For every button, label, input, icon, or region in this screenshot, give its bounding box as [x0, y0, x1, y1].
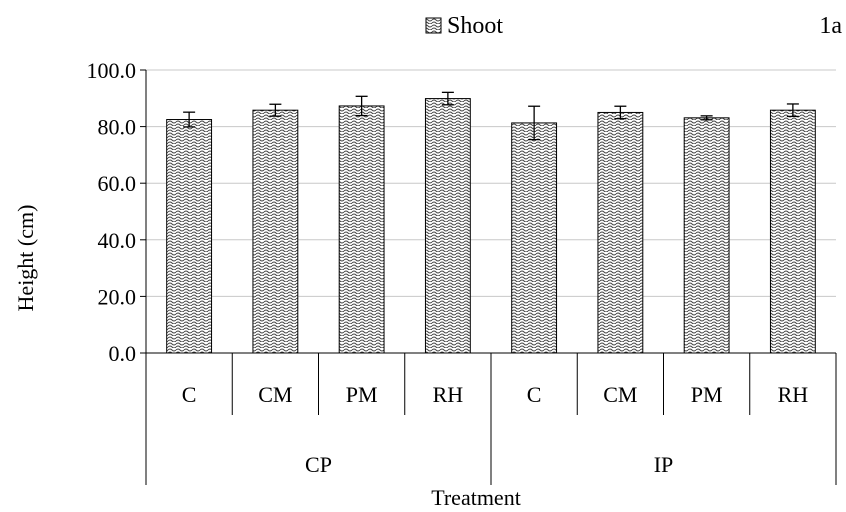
bar	[166, 119, 213, 354]
bar	[424, 98, 471, 354]
group-label: CP	[305, 452, 332, 477]
group-label: IP	[654, 452, 674, 477]
y-tick-label: 60.0	[98, 171, 137, 196]
bar	[338, 105, 385, 354]
x-tick-label: CM	[258, 382, 292, 407]
legend: Shoot	[425, 13, 503, 39]
x-tick-label: C	[182, 382, 197, 407]
bar	[252, 109, 299, 354]
gridlines	[146, 69, 836, 297]
bars	[166, 91, 816, 354]
bar	[511, 122, 558, 354]
bar	[683, 117, 730, 354]
x-tick-label: PM	[346, 382, 378, 407]
y-tick-label: 40.0	[98, 228, 137, 253]
legend-swatch	[425, 17, 442, 34]
x-axis-label: Treatment	[431, 485, 521, 510]
y-tick-label: 100.0	[87, 58, 137, 83]
x-tick-label: CM	[603, 382, 637, 407]
bar	[597, 111, 644, 354]
panel-label: 1a	[819, 13, 842, 39]
x-tick-label: RH	[433, 382, 464, 407]
y-tick-label: 80.0	[98, 115, 137, 140]
y-axis-label: Height (cm)	[13, 205, 38, 312]
legend-label: Shoot	[447, 13, 503, 39]
y-tick-label: 0.0	[109, 341, 137, 366]
x-tick-label: RH	[778, 382, 809, 407]
y-tick-label: 20.0	[98, 284, 137, 309]
labels: Height (cm) Treatment 1a	[13, 13, 842, 510]
x-tick-label: C	[527, 382, 542, 407]
x-tick-label: PM	[691, 382, 723, 407]
bar	[769, 109, 816, 354]
